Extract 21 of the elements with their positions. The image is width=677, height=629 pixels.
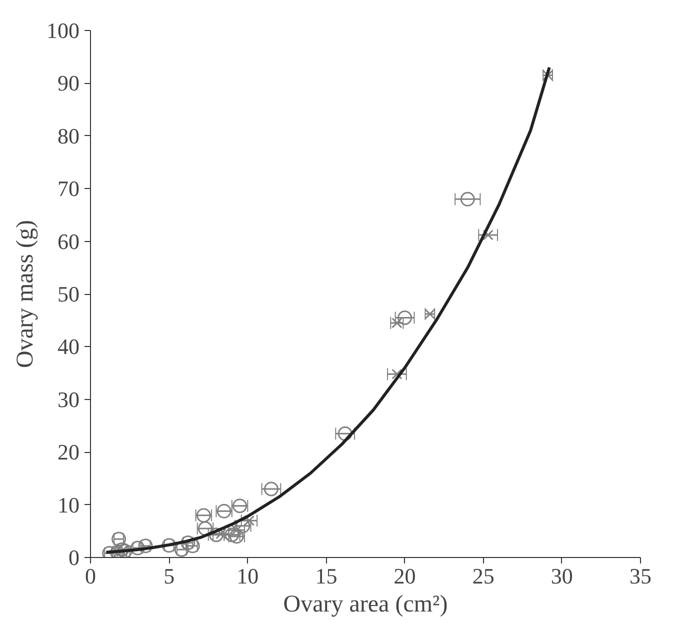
x-tick-label: 15 — [315, 564, 338, 588]
x-tick-label: 20 — [394, 564, 416, 588]
y-tick-label: 0 — [68, 545, 80, 570]
y-tick-label: 40 — [58, 334, 80, 360]
x-tick-label: 25 — [472, 564, 494, 588]
y-tick-label: 90 — [58, 70, 80, 96]
y-axis-title: Ovary mass (g) — [12, 220, 38, 368]
y-tick-label: 20 — [58, 440, 80, 465]
x-tick-label: 10 — [236, 564, 259, 588]
y-tick-label: 30 — [58, 386, 80, 412]
y-tick-label: 100 — [46, 18, 80, 43]
y-tick-label: 60 — [58, 228, 80, 254]
y-tick-label: 50 — [58, 282, 80, 306]
x-tick-label: 30 — [550, 564, 573, 588]
y-tick-label: 70 — [58, 176, 80, 202]
y-tick-label: 10 — [58, 492, 80, 518]
x-tick-label: 0 — [85, 564, 96, 588]
x-tick-label: 5 — [164, 564, 175, 588]
x-tick-label: 35 — [630, 564, 652, 588]
x-axis-title: Ovary area (cm²) — [283, 592, 448, 618]
y-tick-label: 80 — [58, 123, 80, 148]
